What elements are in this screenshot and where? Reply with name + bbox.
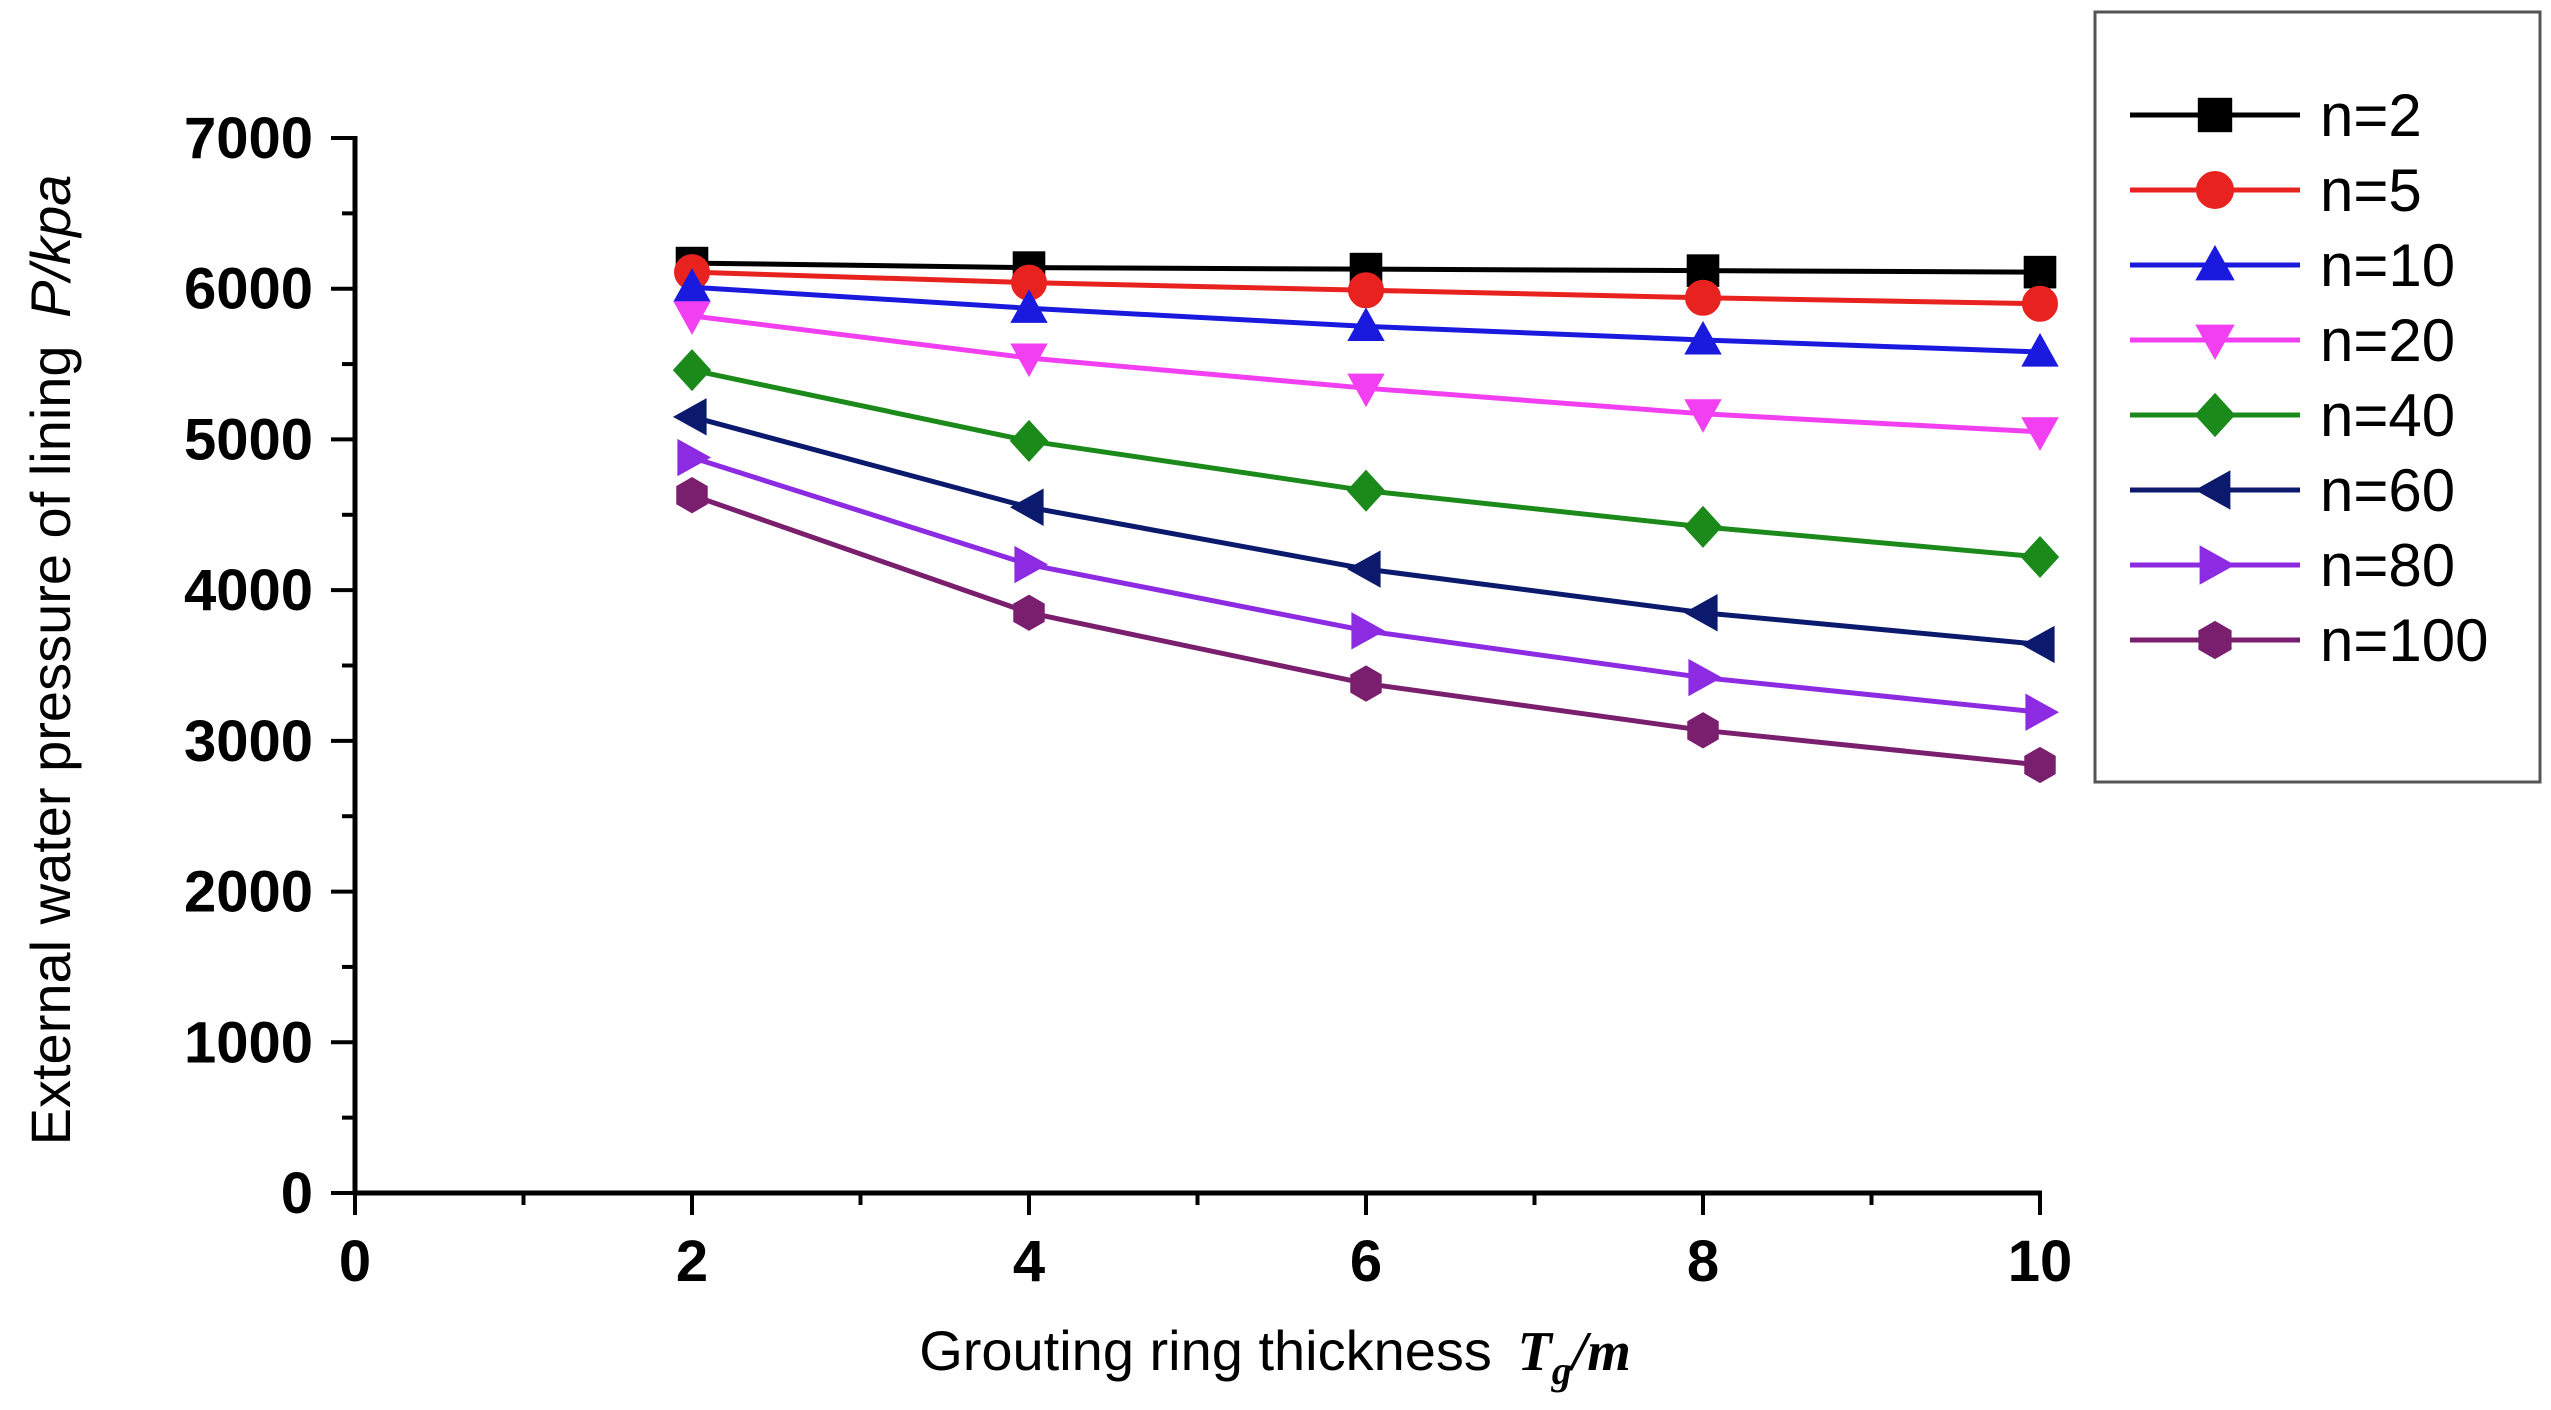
data-point xyxy=(1009,488,1044,526)
y-axis-title: External water pressure of lining P/kpa xyxy=(19,175,82,1146)
data-point xyxy=(1684,320,1722,355)
y-tick-label: 7000 xyxy=(184,106,313,171)
data-point xyxy=(2021,332,2059,367)
x-tick-label: 2 xyxy=(676,1229,708,1294)
y-tick-label: 6000 xyxy=(184,257,313,322)
series-n=80 xyxy=(677,438,2060,731)
legend-label: n=80 xyxy=(2320,532,2455,599)
x-tick-label: 0 xyxy=(339,1229,371,1294)
series-line xyxy=(691,414,2041,647)
axes: 0 2 4 6 8 10 0 1000 2000 3000 4000 5000 6000 7000 xyxy=(184,106,2072,1294)
data-point xyxy=(1350,665,1382,702)
legend-marker xyxy=(2194,392,2236,438)
series-n=60 xyxy=(672,398,2055,664)
data-point xyxy=(2022,285,2058,322)
legend-label: n=10 xyxy=(2320,232,2455,299)
legend: n=2 n=5 n=10 n=20 n=40 n=60 n=80 n=100 xyxy=(2093,10,2542,784)
series-layer xyxy=(672,246,2060,784)
legend-item: n=5 xyxy=(2130,157,2422,224)
legend-marker xyxy=(2194,470,2231,510)
data-point xyxy=(1346,550,1381,588)
data-point xyxy=(2020,535,2060,579)
legend-label: n=2 xyxy=(2320,82,2422,149)
data-point xyxy=(1013,594,1045,631)
y-tick-label: 5000 xyxy=(184,407,313,472)
data-point xyxy=(2025,693,2060,731)
data-point xyxy=(677,438,712,477)
data-point xyxy=(1685,279,1721,316)
legend-box xyxy=(2093,10,2542,784)
data-point xyxy=(672,398,707,436)
legend-item: n=40 xyxy=(2130,382,2455,449)
data-point xyxy=(1684,399,1722,433)
data-point xyxy=(1683,594,1718,632)
legend-label: n=40 xyxy=(2320,382,2455,449)
legend-label: n=100 xyxy=(2320,607,2489,674)
legend-marker xyxy=(2198,620,2232,660)
legend-label: n=60 xyxy=(2320,457,2455,524)
x-tick-label: 8 xyxy=(1687,1229,1719,1294)
data-point xyxy=(1010,289,1048,323)
series-n=20 xyxy=(673,301,2059,451)
data-point xyxy=(1351,612,1386,650)
data-point xyxy=(676,477,708,514)
legend-marker xyxy=(2195,244,2235,281)
series-n=5 xyxy=(674,254,2058,322)
data-point xyxy=(672,349,712,392)
legend-marker xyxy=(2196,171,2234,209)
legend-item: n=80 xyxy=(2130,532,2455,599)
data-point xyxy=(1347,373,1385,408)
y-tick-label: 1000 xyxy=(184,1010,313,1075)
legend-label: n=5 xyxy=(2320,157,2422,224)
legend-item: n=2 xyxy=(2130,82,2422,149)
x-tick-label: 10 xyxy=(2008,1229,2073,1294)
x-tick-label: 6 xyxy=(1350,1229,1382,1294)
x-tick-label: 4 xyxy=(1013,1229,1045,1294)
legend-marker xyxy=(2195,324,2235,361)
data-point xyxy=(2020,625,2055,664)
data-point xyxy=(673,268,711,302)
series-n=40 xyxy=(672,349,2060,579)
data-point xyxy=(1010,343,1048,378)
y-tick-label: 4000 xyxy=(184,558,313,623)
legend-label: n=20 xyxy=(2320,307,2455,374)
x-axis-title: Grouting ring thickness Tg/m xyxy=(919,1319,1631,1393)
legend-item: n=20 xyxy=(2130,307,2455,374)
legend-item: n=10 xyxy=(2130,232,2455,299)
data-point xyxy=(1346,469,1386,512)
data-point xyxy=(2024,746,2056,784)
series-n=100 xyxy=(676,477,2056,784)
data-point xyxy=(1687,712,1719,749)
data-point xyxy=(1683,505,1723,548)
data-point xyxy=(1347,307,1385,341)
y-tick-label: 2000 xyxy=(184,860,313,925)
data-point xyxy=(2023,255,2057,289)
data-point xyxy=(1014,545,1049,584)
legend-item: n=100 xyxy=(2130,607,2489,674)
legend-marker xyxy=(2199,545,2236,585)
data-point xyxy=(1348,272,1384,309)
data-point xyxy=(1688,658,1723,697)
data-point xyxy=(1009,419,1049,462)
y-tick-label: 0 xyxy=(281,1161,313,1226)
data-point xyxy=(2021,417,2059,451)
legend-marker xyxy=(2197,97,2233,133)
legend-item: n=60 xyxy=(2130,457,2455,524)
series-n=10 xyxy=(673,268,2059,367)
data-point xyxy=(673,301,711,335)
y-tick-label: 3000 xyxy=(184,709,313,774)
